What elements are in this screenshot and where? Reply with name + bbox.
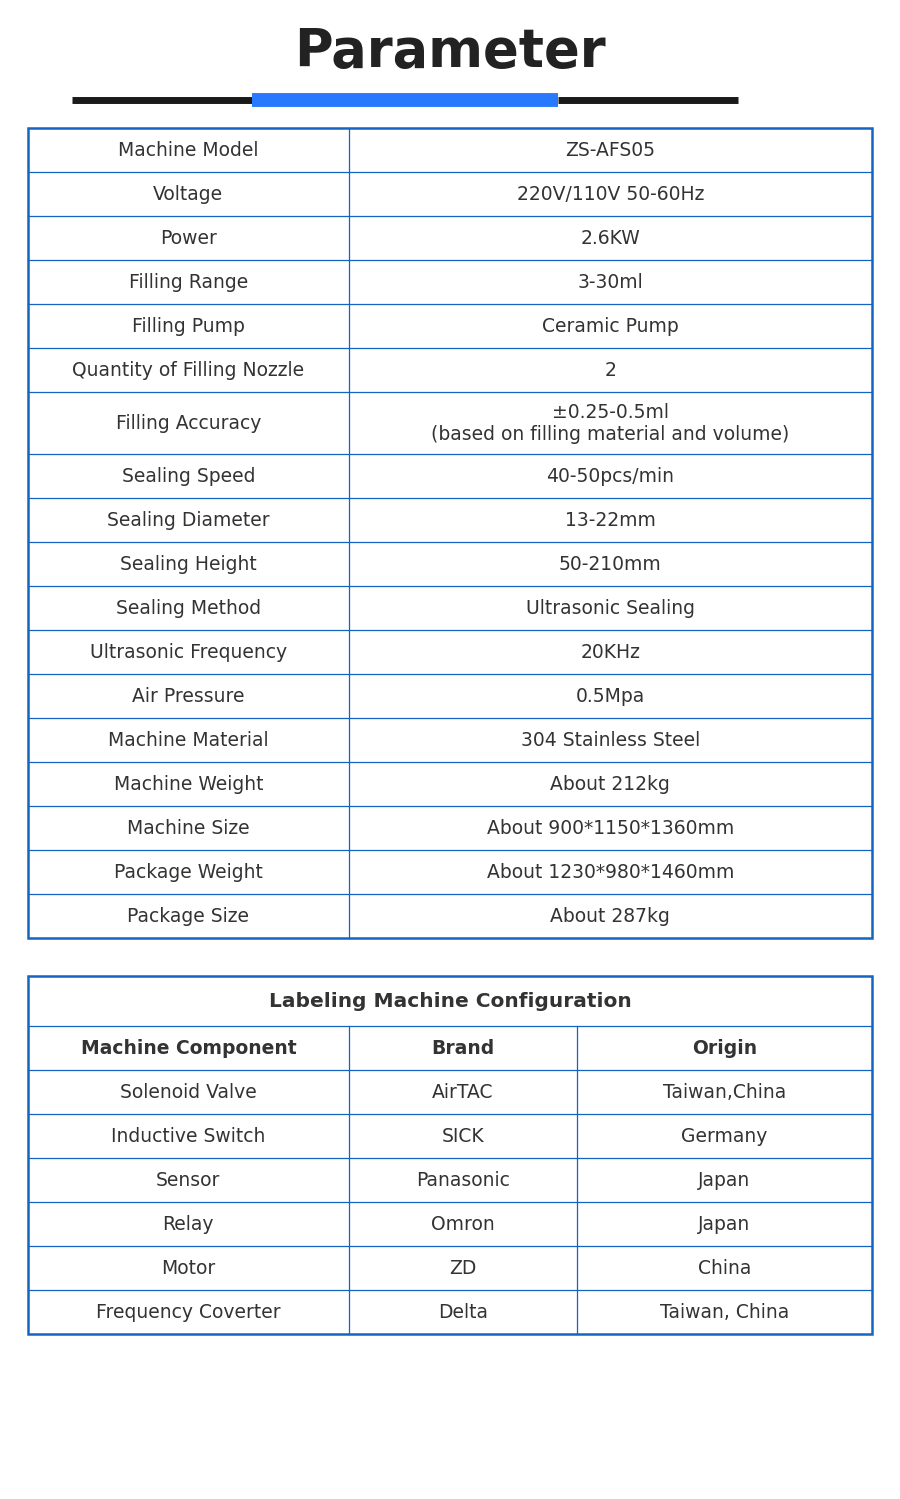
Text: 20KHz: 20KHz [580, 643, 640, 661]
Text: Air Pressure: Air Pressure [132, 687, 245, 706]
Text: Brand: Brand [431, 1039, 494, 1057]
Text: 304 Stainless Steel: 304 Stainless Steel [521, 730, 700, 750]
Text: Sealing Height: Sealing Height [120, 555, 256, 574]
Text: Ultrasonic Frequency: Ultrasonic Frequency [90, 643, 287, 661]
Text: Labeling Machine Configuration: Labeling Machine Configuration [268, 991, 632, 1010]
Text: SICK: SICK [441, 1127, 484, 1145]
Text: About 1230*980*1460mm: About 1230*980*1460mm [487, 862, 734, 881]
Text: About 287kg: About 287kg [551, 907, 670, 925]
Text: 2: 2 [605, 360, 617, 379]
Text: Package Weight: Package Weight [114, 862, 263, 881]
Text: 40-50pcs/min: 40-50pcs/min [546, 466, 674, 486]
Text: Machine Model: Machine Model [118, 141, 258, 159]
Text: Japan: Japan [698, 1171, 751, 1190]
Text: Relay: Relay [163, 1214, 214, 1234]
Text: 2.6KW: 2.6KW [580, 228, 640, 247]
Text: Machine Component: Machine Component [80, 1039, 296, 1057]
Text: Filling Range: Filling Range [129, 273, 248, 291]
Text: Inductive Switch: Inductive Switch [112, 1127, 266, 1145]
Text: Filling Accuracy: Filling Accuracy [116, 414, 261, 433]
Text: Quantity of Filling Nozzle: Quantity of Filling Nozzle [72, 360, 304, 379]
Text: About 900*1150*1360mm: About 900*1150*1360mm [487, 818, 734, 838]
Bar [28, 127, 872, 938]
Text: Germany: Germany [681, 1127, 768, 1145]
Text: Parameter: Parameter [294, 25, 606, 78]
Text: Motor: Motor [161, 1259, 215, 1277]
Text: Delta: Delta [437, 1303, 488, 1322]
Text: Sealing Method: Sealing Method [116, 598, 261, 618]
Text: Package Size: Package Size [128, 907, 249, 925]
Text: 0.5Mpa: 0.5Mpa [576, 687, 645, 706]
Bar [28, 976, 872, 1334]
Text: Filling Pump: Filling Pump [132, 316, 245, 336]
Text: Sensor: Sensor [157, 1171, 220, 1190]
Text: About 212kg: About 212kg [551, 775, 670, 793]
Text: Taiwan, China: Taiwan, China [660, 1303, 789, 1322]
Text: Ultrasonic Sealing: Ultrasonic Sealing [526, 598, 695, 618]
Text: Panasonic: Panasonic [416, 1171, 509, 1190]
Text: Taiwan,China: Taiwan,China [662, 1082, 786, 1102]
Text: ZD: ZD [449, 1259, 476, 1277]
Text: Sealing Speed: Sealing Speed [122, 466, 255, 486]
Text: Power: Power [160, 228, 217, 247]
Text: 13-22mm: 13-22mm [565, 511, 656, 529]
Text: Origin: Origin [692, 1039, 757, 1057]
Text: China: China [698, 1259, 751, 1277]
Text: Solenoid Valve: Solenoid Valve [120, 1082, 256, 1102]
Text: Machine Size: Machine Size [127, 818, 249, 838]
Text: 3-30ml: 3-30ml [578, 273, 644, 291]
Text: Voltage: Voltage [153, 184, 223, 204]
Text: 50-210mm: 50-210mm [559, 555, 662, 574]
Text: Machine Weight: Machine Weight [113, 775, 263, 793]
Text: ZS-AFS05: ZS-AFS05 [565, 141, 655, 159]
Text: Sealing Diameter: Sealing Diameter [107, 511, 270, 529]
Text: Ceramic Pump: Ceramic Pump [542, 316, 679, 336]
Text: 220V/110V 50-60Hz: 220V/110V 50-60Hz [517, 184, 704, 204]
Text: Japan: Japan [698, 1214, 751, 1234]
Text: Omron: Omron [431, 1214, 494, 1234]
Text: AirTAC: AirTAC [432, 1082, 493, 1102]
Text: ±0.25-0.5ml
(based on filling material and volume): ±0.25-0.5ml (based on filling material a… [431, 403, 789, 444]
Text: Frequency Coverter: Frequency Coverter [96, 1303, 281, 1322]
Text: Machine Material: Machine Material [108, 730, 269, 750]
